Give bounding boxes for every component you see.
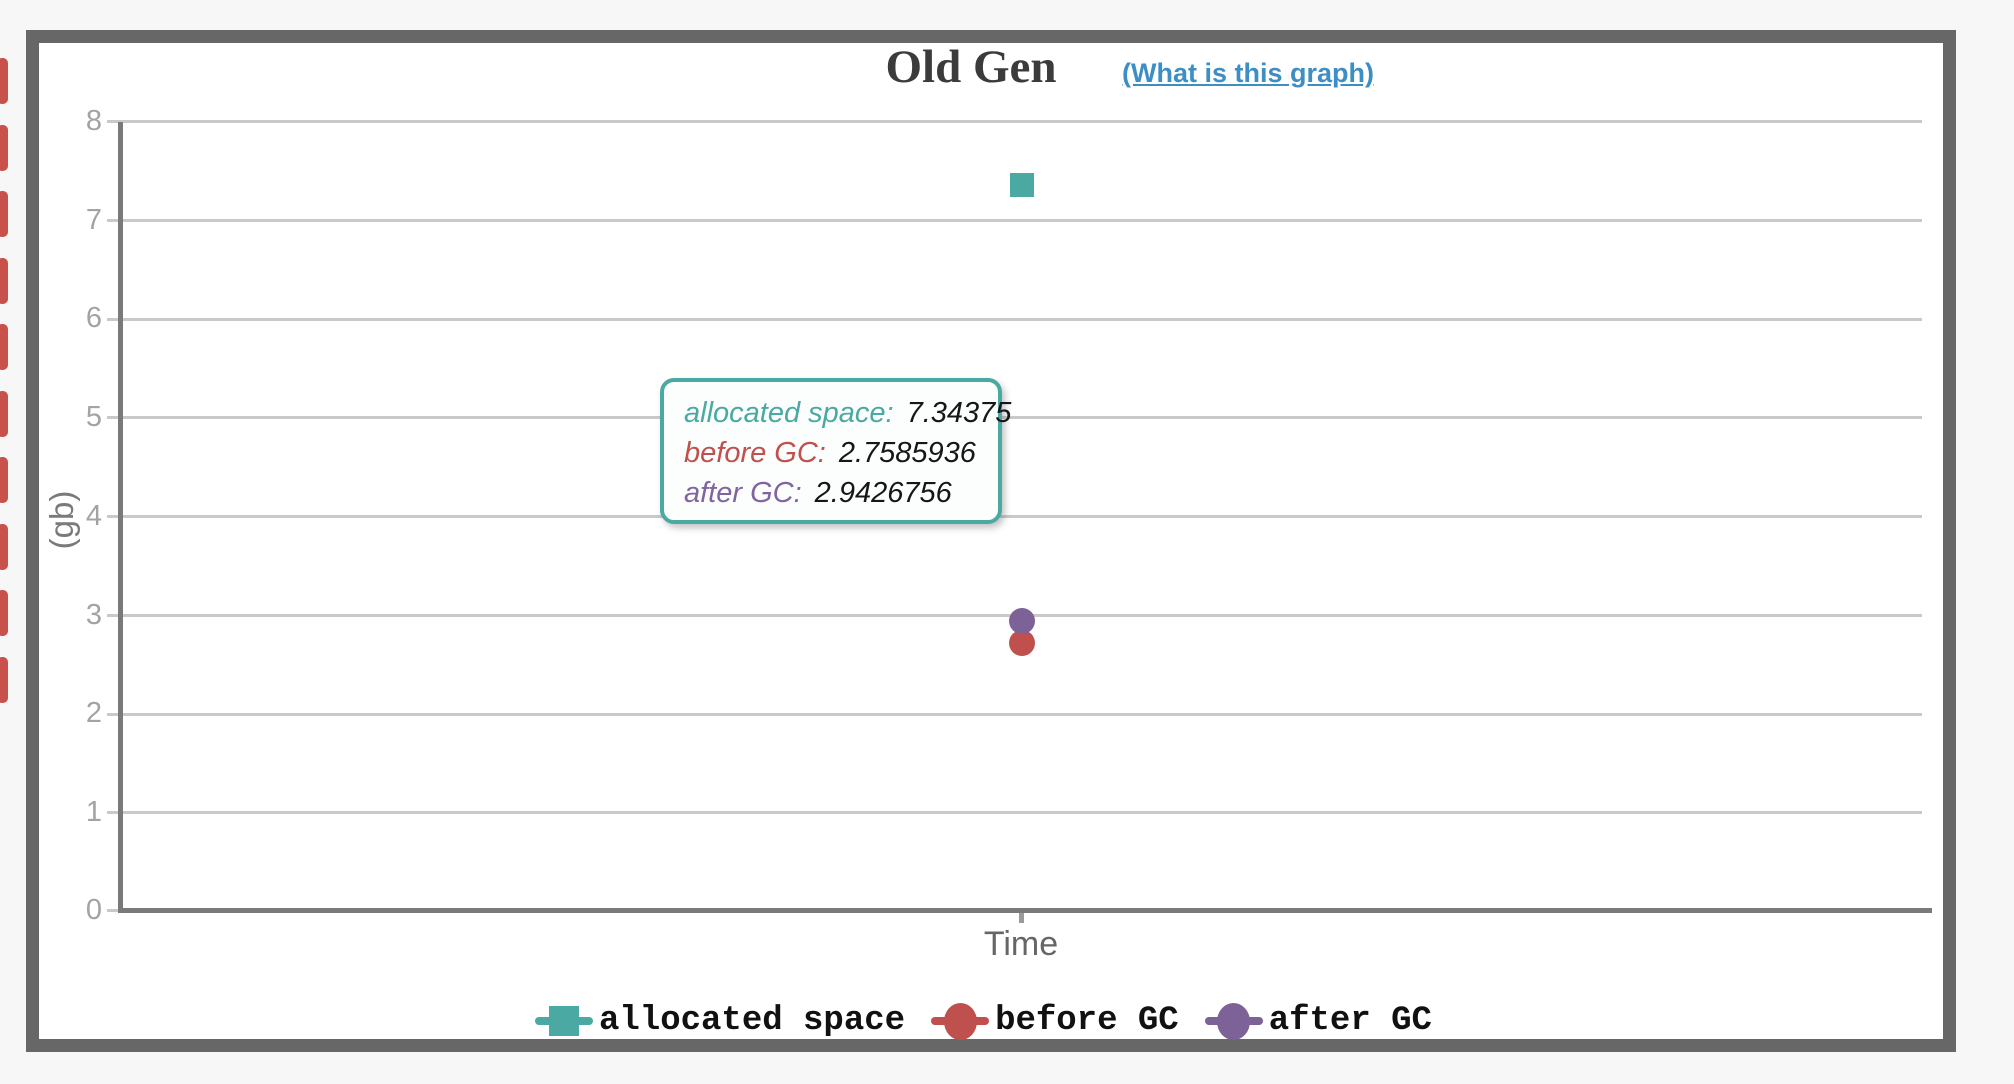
tooltip: allocated space: 7.34375 before GC: 2.7585…: [660, 378, 1011, 524]
y-tick: [107, 120, 121, 123]
side-tab[interactable]: [0, 590, 8, 636]
side-tab[interactable]: [0, 391, 8, 437]
legend-label: before GC: [995, 1002, 1179, 1040]
y-tick: [107, 318, 121, 321]
data-point-allocated-space[interactable]: [1010, 173, 1034, 197]
gridline: [121, 713, 1922, 716]
legend-item-before-gc[interactable]: before GC: [931, 999, 1179, 1043]
gridline: [121, 515, 1922, 518]
x-tick: [1019, 913, 1024, 923]
x-axis-title: Time: [983, 925, 1059, 963]
gridline: [121, 120, 1922, 123]
y-tick: [107, 614, 121, 617]
y-tick: [107, 515, 121, 518]
chart-frame: [26, 30, 1956, 1052]
tooltip-row: allocated space: 7.34375: [684, 393, 1011, 433]
tooltip-label-after-gc: after GC:: [684, 477, 802, 509]
legend-label: allocated space: [599, 1002, 906, 1040]
y-tick: [107, 416, 121, 419]
y-tick-label: 6: [85, 302, 102, 334]
legend-item-allocated-space[interactable]: allocated space: [535, 999, 905, 1043]
y-tick: [107, 219, 121, 222]
y-tick: [107, 713, 121, 716]
side-tab[interactable]: [0, 258, 8, 304]
x-axis-line: [118, 908, 1932, 913]
tooltip-row: after GC: 2.9426756: [684, 473, 998, 513]
y-tick: [107, 811, 121, 814]
side-tab[interactable]: [0, 125, 8, 171]
y-tick: [107, 909, 121, 912]
gridline: [121, 416, 1922, 419]
tooltip-value-after-gc: 2.9426756: [814, 477, 952, 509]
y-tick-label: 8: [85, 105, 102, 137]
tooltip-label-allocated-space: allocated space:: [684, 397, 894, 429]
gridline: [121, 219, 1922, 222]
y-tick-label: 7: [85, 204, 102, 236]
legend-item-after-gc[interactable]: after GC: [1204, 999, 1432, 1043]
side-tab[interactable]: [0, 58, 8, 104]
chart-title: Old Gen: [885, 41, 1057, 93]
gridline: [121, 811, 1922, 814]
y-tick-label: 2: [85, 697, 102, 729]
data-point-after-gc[interactable]: [1009, 608, 1035, 634]
tooltip-value-before-gc: 2.7585936: [838, 437, 976, 469]
what-is-this-graph-link[interactable]: (What is this graph): [1122, 58, 1374, 88]
legend-circle-marker-icon: [931, 999, 990, 1043]
side-tab[interactable]: [0, 657, 8, 703]
legend-label: after GC: [1268, 1002, 1432, 1040]
legend-circle-marker-icon: [1204, 999, 1263, 1043]
y-tick-label: 0: [85, 894, 102, 926]
y-tick-label: 4: [85, 500, 102, 532]
tooltip-value-allocated-space: 7.34375: [906, 397, 1012, 429]
side-tab[interactable]: [0, 457, 8, 503]
side-tab[interactable]: [0, 324, 8, 370]
side-tab[interactable]: [0, 524, 8, 570]
legend: allocated space before GC after GC: [535, 999, 1458, 1043]
data-point-before-gc[interactable]: [1009, 630, 1035, 656]
tooltip-label-before-gc: before GC:: [684, 437, 826, 469]
y-tick-label: 1: [85, 796, 102, 828]
legend-square-marker-icon: [535, 999, 593, 1043]
y-tick-label: 5: [85, 401, 102, 433]
gridline: [121, 318, 1922, 321]
y-axis-line: [118, 122, 123, 912]
side-tab[interactable]: [0, 191, 8, 237]
y-axis-title: (gb): [43, 490, 80, 550]
y-tick-label: 3: [85, 599, 102, 631]
tooltip-row: before GC: 2.7585936: [684, 433, 998, 473]
